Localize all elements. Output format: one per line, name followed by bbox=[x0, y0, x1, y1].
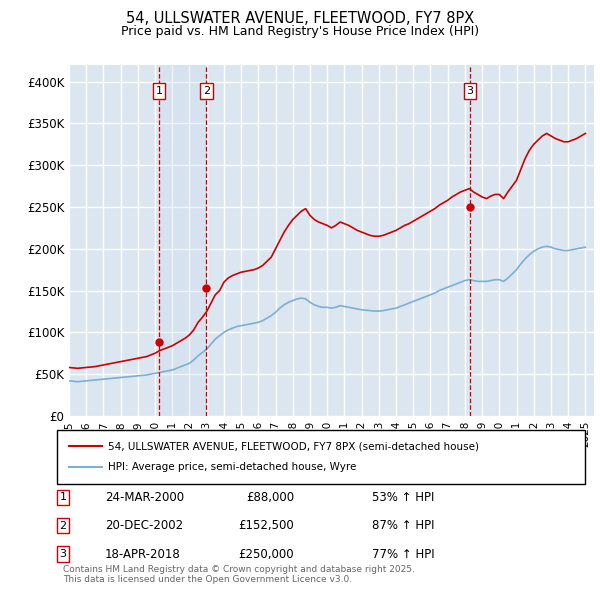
Text: 3: 3 bbox=[467, 86, 473, 96]
Text: 24-MAR-2000: 24-MAR-2000 bbox=[105, 491, 184, 504]
Text: 54, ULLSWATER AVENUE, FLEETWOOD, FY7 8PX (semi-detached house): 54, ULLSWATER AVENUE, FLEETWOOD, FY7 8PX… bbox=[108, 441, 479, 451]
Text: 3: 3 bbox=[59, 549, 67, 559]
Text: 1: 1 bbox=[155, 86, 163, 96]
Text: 20-DEC-2002: 20-DEC-2002 bbox=[105, 519, 183, 532]
Text: 77% ↑ HPI: 77% ↑ HPI bbox=[372, 548, 434, 560]
Text: £152,500: £152,500 bbox=[238, 519, 294, 532]
Text: £250,000: £250,000 bbox=[238, 548, 294, 560]
Text: 1: 1 bbox=[59, 493, 67, 502]
Text: Price paid vs. HM Land Registry's House Price Index (HPI): Price paid vs. HM Land Registry's House … bbox=[121, 25, 479, 38]
Text: 54, ULLSWATER AVENUE, FLEETWOOD, FY7 8PX: 54, ULLSWATER AVENUE, FLEETWOOD, FY7 8PX bbox=[126, 11, 474, 25]
Bar bbox=[159, 65, 206, 416]
Text: 2: 2 bbox=[59, 521, 67, 530]
Text: 2: 2 bbox=[203, 86, 210, 96]
Text: HPI: Average price, semi-detached house, Wyre: HPI: Average price, semi-detached house,… bbox=[108, 463, 356, 473]
Text: 87% ↑ HPI: 87% ↑ HPI bbox=[372, 519, 434, 532]
Text: 53% ↑ HPI: 53% ↑ HPI bbox=[372, 491, 434, 504]
Text: £88,000: £88,000 bbox=[246, 491, 294, 504]
Text: 18-APR-2018: 18-APR-2018 bbox=[105, 548, 181, 560]
Text: Contains HM Land Registry data © Crown copyright and database right 2025.
This d: Contains HM Land Registry data © Crown c… bbox=[63, 565, 415, 584]
